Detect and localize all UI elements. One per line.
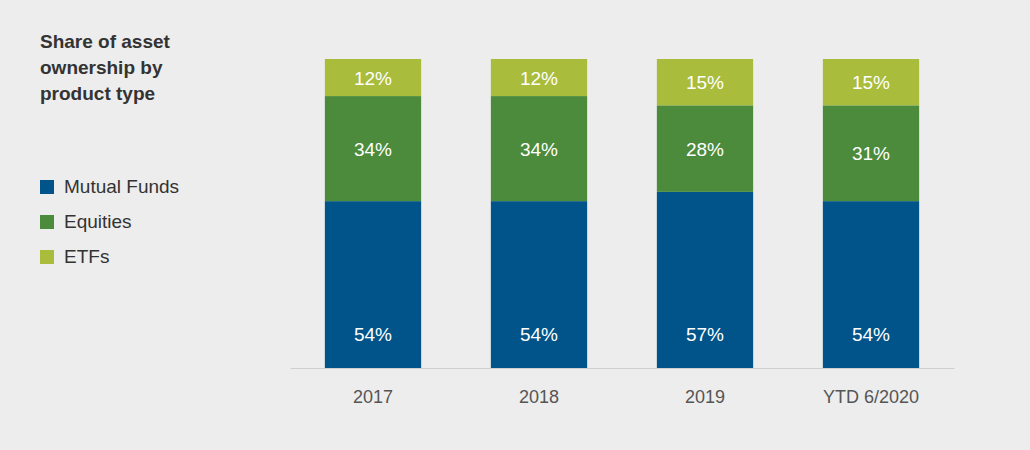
series-bars (325, 59, 919, 105)
legend: Mutual Funds Equities ETFs (40, 176, 179, 267)
data-label: 54% (852, 324, 890, 345)
legend-swatch (40, 180, 54, 194)
x-tick-label: 2019 (685, 387, 725, 407)
background (0, 0, 1030, 450)
bar-segment (823, 201, 919, 368)
data-label: 31% (852, 143, 890, 164)
bar-segment (823, 59, 919, 105)
data-labels: 54% 54% 57% 54% 34% 34% 28% 31% 12% 12% 15% 15% (354, 68, 890, 345)
data-label: 12% (354, 68, 392, 89)
bar-segment (823, 105, 919, 201)
legend-label: ETFs (64, 246, 109, 267)
x-tick: 2017 (353, 368, 393, 407)
data-label: 12% (520, 68, 558, 89)
bar-segment (491, 96, 587, 201)
x-tick: 2018 (519, 368, 559, 407)
x-tick: 2019 (685, 368, 725, 407)
series-bars (325, 96, 919, 201)
data-label: 34% (520, 139, 558, 160)
x-axis: 2017 2018 2019 YTD 6/2020 (291, 368, 955, 407)
data-label: 15% (686, 72, 724, 93)
bar-segment (325, 96, 421, 201)
bar-segment (325, 59, 421, 96)
legend-label: Mutual Funds (64, 176, 179, 197)
bar-segment (491, 59, 587, 96)
bar-segment (657, 105, 753, 192)
bar-segment (491, 201, 587, 368)
legend-swatch (40, 215, 54, 229)
x-tick-label: YTD 6/2020 (823, 387, 919, 407)
x-tick: YTD 6/2020 (823, 368, 919, 407)
x-tick-label: 2017 (353, 387, 393, 407)
legend-swatch (40, 250, 54, 264)
bar-segment (657, 192, 753, 368)
bar-segment (657, 59, 753, 105)
legend-item: Mutual Funds (40, 176, 179, 197)
bars (325, 59, 919, 368)
data-label: 34% (354, 139, 392, 160)
legend-item: ETFs (40, 246, 109, 267)
data-label: 57% (686, 324, 724, 345)
x-axis-line (291, 368, 955, 369)
data-label: 28% (686, 139, 724, 160)
legend-item: Equities (40, 211, 132, 232)
chart: 54% 54% 57% 54% 34% 34% 28% 31% 12% 12% 15% 15% 2017… (0, 0, 1030, 450)
x-tick-label: 2018 (519, 387, 559, 407)
title: Share of assetownership byproduct type (40, 31, 171, 104)
data-label: 54% (520, 324, 558, 345)
bar-segment (325, 201, 421, 368)
data-label: 54% (354, 324, 392, 345)
data-label: 15% (852, 72, 890, 93)
series-bars (325, 192, 919, 368)
legend-label: Equities (64, 211, 132, 232)
